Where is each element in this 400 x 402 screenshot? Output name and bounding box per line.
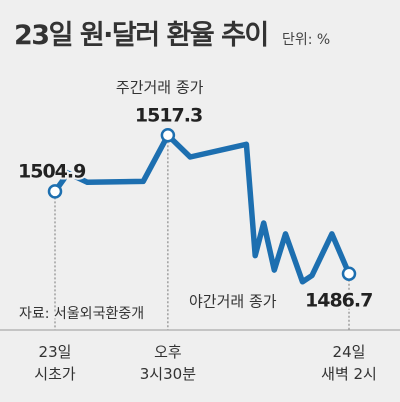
x-tick-label-1-1: 3시30분 bbox=[140, 365, 196, 383]
x-tick-label-1-0: 오후 bbox=[154, 343, 182, 361]
guide-lines bbox=[54, 141, 350, 330]
annotation-marker-2 bbox=[341, 266, 357, 281]
chart-title: 23일 원·달러 환율 추이 bbox=[14, 20, 268, 51]
annotation-label-2: 야간거래 종가 bbox=[189, 293, 277, 311]
annotation-markers bbox=[47, 128, 357, 281]
unit-label: 단위: % bbox=[282, 32, 330, 48]
annotation-label-1: 주간거래 종가 bbox=[116, 78, 204, 96]
annotation-labels: 1504.9 1517.3 주간거래 종가 1486.7 야간거래 종가 bbox=[16, 76, 375, 313]
x-tick-label-2-1: 새벽 2시 bbox=[321, 365, 377, 383]
source-note: 자료: 서울외국환중개 bbox=[19, 306, 144, 322]
x-tick-label-0-1: 시초가 bbox=[34, 365, 76, 383]
annotation-value-1: 1517.3 bbox=[135, 104, 202, 126]
annotation-marker-1 bbox=[160, 128, 176, 143]
series-lines bbox=[52, 132, 352, 285]
annotation-value-0: 1504.9 bbox=[18, 160, 85, 182]
annotation-value-2: 1486.7 bbox=[305, 290, 372, 312]
x-tick-label-0-0: 23일 bbox=[39, 343, 72, 361]
series-line-0 bbox=[52, 132, 352, 285]
x-tick-label-2-0: 24일 bbox=[333, 343, 366, 361]
annotation-marker-0 bbox=[47, 184, 63, 199]
